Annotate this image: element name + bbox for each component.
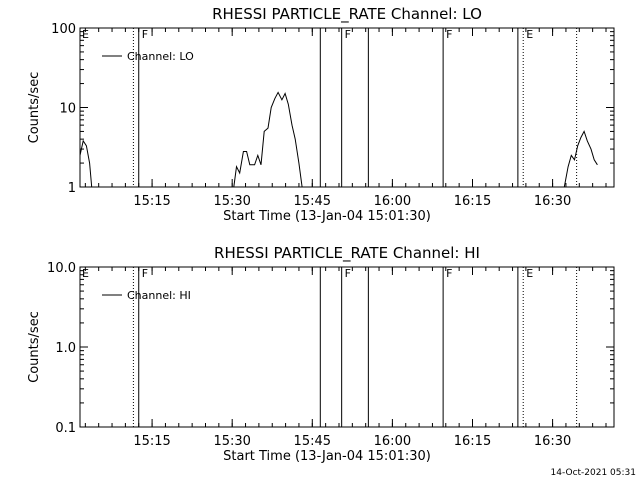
panel-1-x-tick-label: 15:45 bbox=[294, 194, 331, 209]
panel-2-x-axis-label: Start Time (13-Jan-04 15:01:30) bbox=[223, 449, 431, 464]
panel-2-title: RHESSI PARTICLE_RATE Channel: HI bbox=[214, 244, 480, 263]
footer-timestamp: 14-Oct-2021 05:31 bbox=[551, 468, 636, 478]
panel-2-x-tick-label: 15:45 bbox=[294, 434, 331, 449]
panel-2-marker-label: E bbox=[526, 267, 533, 280]
panel-2-legend-entry: Channel: HI bbox=[127, 289, 191, 302]
panel-2-marker-label: F bbox=[345, 267, 351, 280]
panel-2-y-tick-label: 0.1 bbox=[55, 421, 76, 436]
panel-2-x-tick-label: 16:00 bbox=[374, 434, 411, 449]
panel-1-y-axis-label: Counts/sec bbox=[27, 72, 42, 144]
panel-1-marker-label: F bbox=[142, 28, 148, 41]
panel-2-left-edge-label: E bbox=[82, 267, 89, 280]
panel-2-y-tick-label: 1.0 bbox=[55, 341, 76, 356]
panel-2-x-tick-label: 16:15 bbox=[454, 434, 491, 449]
panel-1-left-edge-label: E bbox=[82, 28, 89, 41]
panel-1-marker-label: F bbox=[446, 28, 452, 41]
panel-1-y-tick-label: 10 bbox=[59, 102, 76, 117]
panel-1-x-axis-label: Start Time (13-Jan-04 15:01:30) bbox=[223, 209, 431, 224]
panel-2-marker-label: F bbox=[446, 267, 452, 280]
panel-1-legend-entry: Channel: LO bbox=[127, 50, 194, 63]
panel-1-x-tick-label: 15:15 bbox=[133, 194, 170, 209]
panel-1-marker-label: E bbox=[526, 28, 533, 41]
panel-2-marker-label: F bbox=[142, 267, 148, 280]
panel-1-marker-label: F bbox=[345, 28, 351, 41]
panel-2-x-tick-label: 16:30 bbox=[534, 434, 571, 449]
panel-2-y-axis-label: Counts/sec bbox=[27, 311, 42, 383]
panel-1-series-line-segment-2 bbox=[233, 91, 303, 188]
panel-1-y-tick-label: 100 bbox=[51, 22, 76, 37]
panel-1-x-tick-label: 16:00 bbox=[374, 194, 411, 209]
panel-1-x-tick-label: 16:30 bbox=[534, 194, 571, 209]
panel-1-series-line-segment-1 bbox=[79, 139, 93, 188]
panel-2-x-tick-label: 15:30 bbox=[213, 434, 250, 449]
panel-1-y-tick-label: 1 bbox=[68, 181, 76, 196]
panel-1-series-line-segment-3 bbox=[563, 130, 598, 188]
panel-1-x-tick-label: 16:15 bbox=[454, 194, 491, 209]
panel-1-x-tick-label: 15:30 bbox=[213, 194, 250, 209]
panel-2-x-tick-label: 15:15 bbox=[133, 434, 170, 449]
panel-2-y-tick-label: 10.0 bbox=[47, 261, 76, 276]
panel-1-title: RHESSI PARTICLE_RATE Channel: LO bbox=[212, 5, 482, 24]
